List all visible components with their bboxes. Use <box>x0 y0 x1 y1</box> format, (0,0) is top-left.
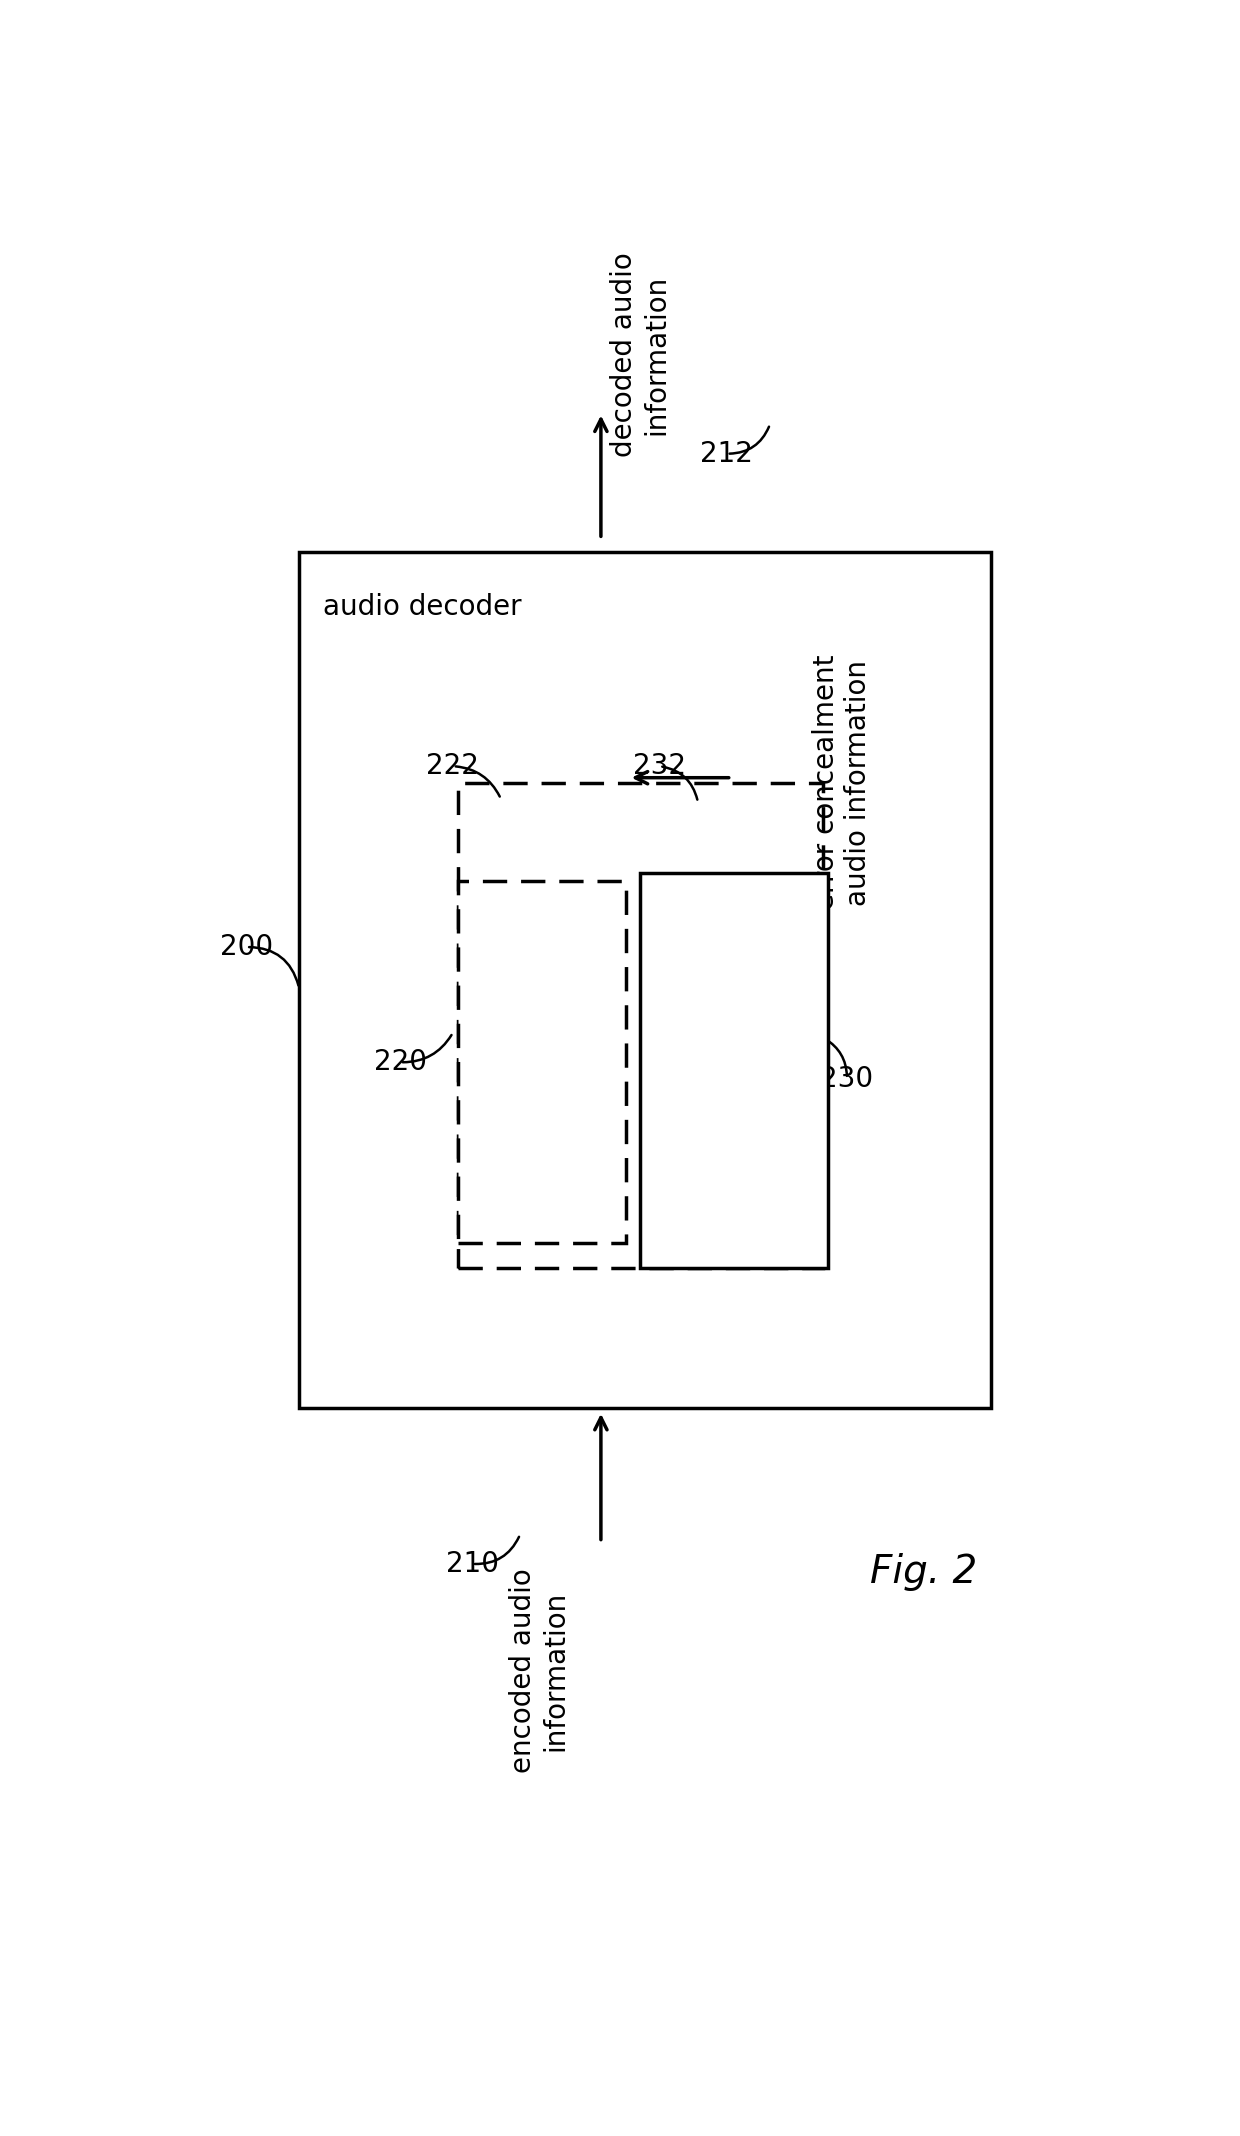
Text: Fig. 2: Fig. 2 <box>870 1553 977 1591</box>
Bar <box>458 782 823 1269</box>
Text: encoded audio
information: encoded audio information <box>510 1568 569 1773</box>
Text: decoded audio
information: decoded audio information <box>610 252 671 457</box>
Text: 222: 222 <box>427 752 480 780</box>
Bar <box>640 874 828 1269</box>
Text: 210: 210 <box>445 1551 498 1579</box>
Bar <box>458 882 626 1243</box>
Text: 230: 230 <box>821 1064 873 1094</box>
Text: 232: 232 <box>634 752 686 780</box>
Text: 200: 200 <box>219 933 273 961</box>
Text: audio decoder: audio decoder <box>324 594 522 622</box>
Text: 212: 212 <box>701 440 753 468</box>
Text: 220: 220 <box>373 1049 427 1077</box>
Bar <box>299 553 991 1408</box>
Text: error concealment
audio information: error concealment audio information <box>812 656 872 910</box>
Text: error
concealment: error concealment <box>645 1040 825 1100</box>
Text: decoding/
processing: decoding/ processing <box>467 1032 616 1091</box>
